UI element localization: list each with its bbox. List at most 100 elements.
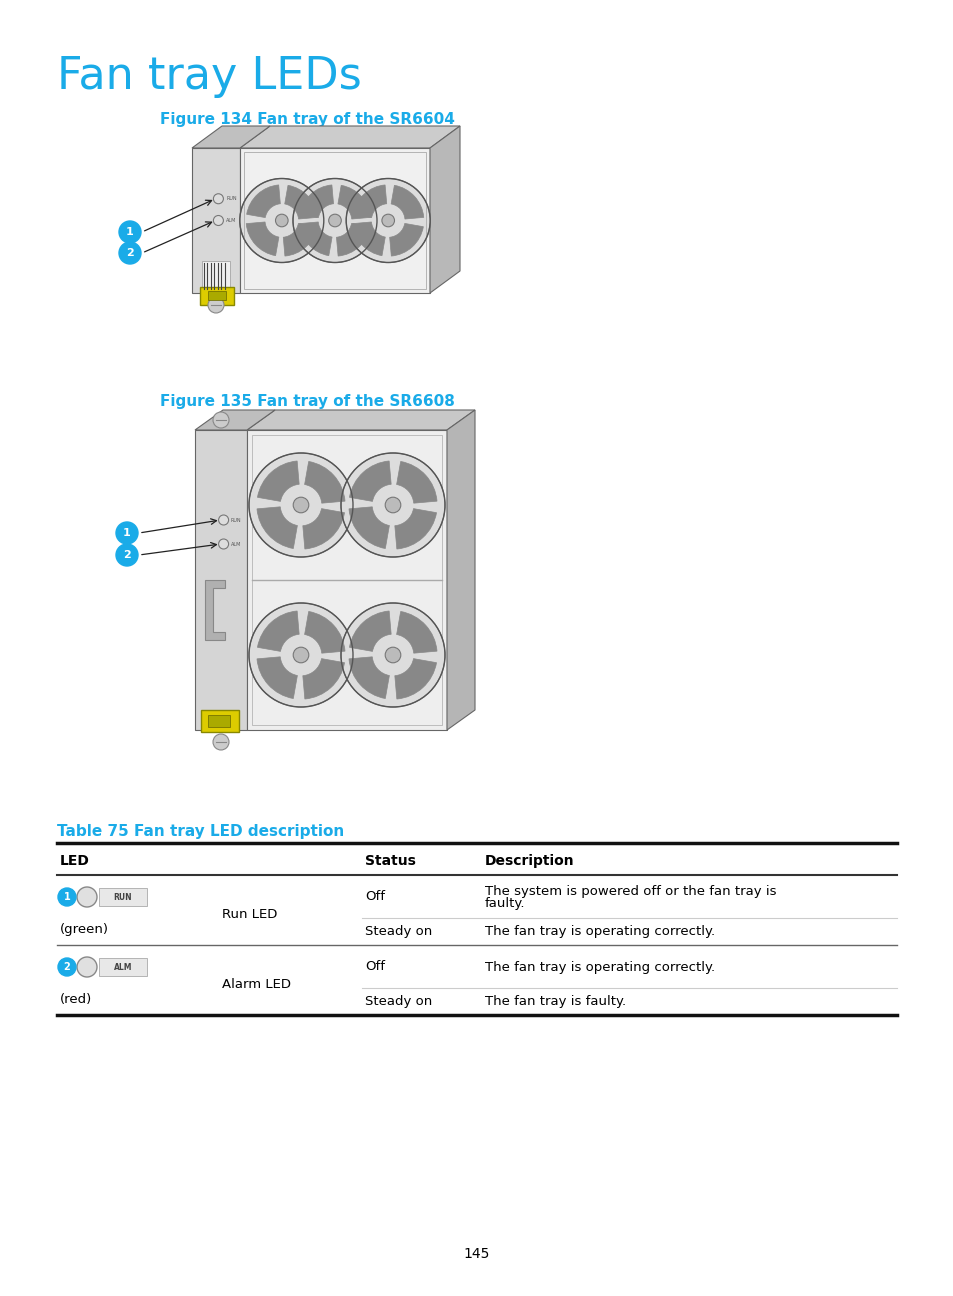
Text: ALM: ALM [231,542,241,547]
Wedge shape [395,658,436,699]
Wedge shape [353,185,386,218]
Wedge shape [336,223,370,257]
Text: 1: 1 [126,227,133,237]
Polygon shape [240,126,459,148]
Wedge shape [257,461,299,502]
Text: ALM: ALM [226,218,236,223]
Text: Figure 134 Fan tray of the SR6604: Figure 134 Fan tray of the SR6604 [160,111,455,127]
Circle shape [239,179,323,263]
Circle shape [249,454,353,557]
Circle shape [116,544,138,566]
Text: Steady on: Steady on [365,925,432,938]
Wedge shape [337,185,370,219]
Text: Off: Off [365,960,385,973]
Circle shape [116,522,138,544]
Circle shape [213,215,223,226]
Text: Off: Off [365,890,385,903]
Wedge shape [247,185,280,218]
Text: The fan tray is faulty.: The fan tray is faulty. [484,995,625,1008]
Polygon shape [192,148,240,293]
Text: 1: 1 [123,527,131,538]
Text: Description: Description [484,854,574,868]
Text: RUN: RUN [113,893,132,902]
Text: 2: 2 [64,962,71,972]
Circle shape [385,647,400,662]
Wedge shape [349,657,389,699]
Text: faulty.: faulty. [484,898,525,911]
Wedge shape [349,507,389,548]
Circle shape [213,193,223,203]
Circle shape [340,603,444,708]
Polygon shape [447,410,475,730]
Text: The fan tray is operating correctly.: The fan tray is operating correctly. [484,925,715,938]
Circle shape [213,734,229,750]
Text: (green): (green) [60,924,109,937]
Wedge shape [304,612,345,653]
Polygon shape [194,410,274,430]
Text: Table 75 Fan tray LED description: Table 75 Fan tray LED description [57,824,344,839]
Wedge shape [349,461,391,502]
Text: 2: 2 [123,550,131,560]
Circle shape [275,214,288,227]
Circle shape [208,297,224,314]
Text: Steady on: Steady on [365,995,432,1008]
Wedge shape [391,185,423,219]
Circle shape [293,179,376,263]
Text: Run LED: Run LED [222,908,277,921]
Text: RUN: RUN [226,196,236,201]
Wedge shape [299,222,332,255]
Wedge shape [389,223,423,257]
Circle shape [119,242,141,264]
Wedge shape [256,657,297,699]
Polygon shape [192,126,270,148]
Wedge shape [257,610,299,652]
Text: (red): (red) [60,994,92,1007]
Circle shape [329,214,341,227]
Wedge shape [353,222,385,255]
Text: LED: LED [60,854,90,868]
Text: ALM: ALM [113,963,132,972]
Text: The fan tray is operating correctly.: The fan tray is operating correctly. [484,960,715,973]
Wedge shape [349,610,391,652]
Wedge shape [256,507,297,548]
FancyBboxPatch shape [208,292,226,301]
Wedge shape [396,461,436,503]
Circle shape [77,886,97,907]
Circle shape [218,539,229,550]
FancyBboxPatch shape [200,288,233,305]
Text: 2: 2 [126,248,133,258]
Polygon shape [247,410,475,430]
Text: 145: 145 [463,1247,490,1261]
Circle shape [346,179,430,263]
Polygon shape [430,126,459,293]
Circle shape [58,888,76,906]
Text: Figure 135 Fan tray of the SR6608: Figure 135 Fan tray of the SR6608 [160,394,455,410]
Wedge shape [299,185,334,218]
Text: Status: Status [365,854,416,868]
Wedge shape [246,222,278,255]
Circle shape [218,515,229,525]
Text: RUN: RUN [231,517,241,522]
Wedge shape [302,658,344,699]
Text: The system is powered off or the fan tray is: The system is powered off or the fan tra… [484,884,776,898]
Circle shape [293,498,309,513]
FancyBboxPatch shape [202,260,230,292]
Polygon shape [205,581,225,640]
Text: 1: 1 [64,892,71,902]
Circle shape [77,956,97,977]
Polygon shape [194,430,247,730]
Circle shape [340,454,444,557]
Circle shape [293,647,309,662]
Wedge shape [395,508,436,550]
Circle shape [385,498,400,513]
Wedge shape [284,185,317,219]
Circle shape [119,222,141,244]
Wedge shape [304,461,345,503]
Text: Fan tray LEDs: Fan tray LEDs [57,54,361,98]
Circle shape [213,412,229,428]
Wedge shape [283,223,316,257]
Polygon shape [247,430,447,730]
FancyBboxPatch shape [201,710,239,732]
Text: Alarm LED: Alarm LED [222,978,291,991]
Circle shape [249,603,353,708]
